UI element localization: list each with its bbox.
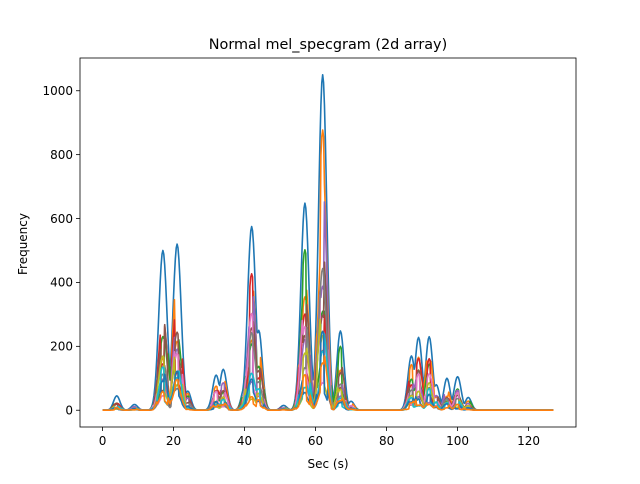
series-layer	[102, 73, 554, 412]
y-tick-label: 1000	[42, 84, 73, 98]
y-tick-label: 400	[50, 276, 73, 290]
x-tick-label: 100	[446, 434, 469, 448]
labels-layer: Normal mel_specgram (2d array) Sec (s) F…	[16, 37, 447, 471]
series-line-12	[102, 355, 554, 412]
y-tick-label: 600	[50, 212, 73, 226]
x-tick-label: 40	[237, 434, 252, 448]
x-tick-label: 60	[308, 434, 323, 448]
y-tick-label: 0	[65, 404, 73, 418]
y-tick-label: 800	[50, 148, 73, 162]
x-tick-label: 20	[166, 434, 181, 448]
x-tick-label: 80	[379, 434, 394, 448]
y-tick-label: 200	[50, 340, 73, 354]
chart-title: Normal mel_specgram (2d array)	[209, 37, 447, 53]
x-axis-label: Sec (s)	[307, 457, 348, 471]
x-tick-label: 120	[517, 434, 540, 448]
y-axis-label: Frequency	[16, 213, 30, 275]
x-tick-label: 0	[99, 434, 107, 448]
axes-layer: 0 20 40 60 80 100 120 0 200 400 600 800 1000	[42, 57, 577, 448]
plot-frame	[79, 57, 577, 428]
